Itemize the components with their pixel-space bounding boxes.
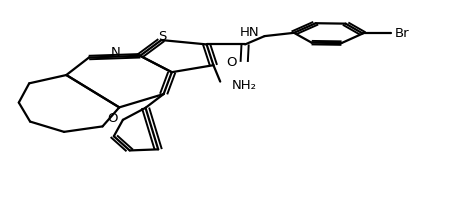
Text: S: S (158, 30, 166, 43)
Text: NH₂: NH₂ (232, 79, 257, 92)
Text: O: O (108, 112, 118, 125)
Text: O: O (226, 56, 237, 69)
Text: Br: Br (395, 27, 409, 40)
Text: HN: HN (240, 26, 260, 39)
Text: N: N (111, 46, 121, 59)
